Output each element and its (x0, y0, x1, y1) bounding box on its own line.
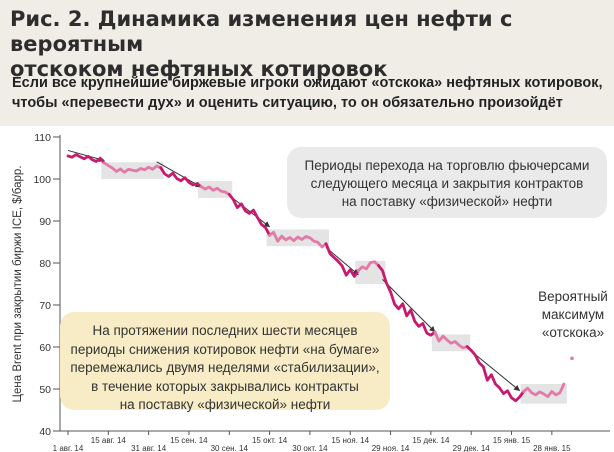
x-tick-label-7: 15 ноя. 14 (331, 436, 369, 445)
trend-arrow-2 (228, 194, 271, 228)
y-tick-label-110: 110 (34, 132, 51, 144)
price-line-segment-9 (433, 330, 469, 350)
transition-periods-note: Периоды перехода на торговлю фьючерсами … (287, 147, 607, 218)
price-line-segment-1 (102, 161, 163, 174)
rebound-note-line-1: Вероятный (538, 289, 608, 304)
y-axis-title: Цена Brent при закрытии биржи ICE, $/бар… (12, 165, 24, 402)
chart-subtitle: Если все крупнейшие биржевые игроки ожид… (12, 73, 608, 113)
x-tick-label-1: 15 авг. 14 (91, 436, 127, 445)
x-tick-label-9: 15 дек. 14 (412, 436, 450, 445)
chart-subtitle-line-2: чтобы «перевести дух» и оценить ситуацию… (12, 95, 563, 111)
price-line-segment-0 (66, 153, 106, 165)
chart-subtitle-line-1: Если все крупнейшие биржевые игроки ожид… (12, 75, 603, 91)
transition-note-line-2: следующего месяца и закрытия контрактов (310, 176, 584, 191)
y-tick-label-90: 90 (39, 216, 51, 228)
price-line-segment-10 (465, 345, 525, 403)
rebound-note: Вероятный максимум «отскока» (532, 288, 614, 342)
x-tick-label-4: 30 сен. 14 (211, 444, 249, 452)
y-tick-label-40: 40 (39, 426, 51, 438)
price-line-segment-8 (377, 264, 437, 337)
chart-title-line-1: Рис. 2. Динамика изменения цен нефти с в… (10, 7, 513, 56)
decline-periods-note: На протяжении последних шести месяцев пе… (60, 312, 390, 412)
x-tick-label-8: 29 ноя. 14 (372, 444, 410, 452)
price-line-segment-4 (227, 193, 272, 237)
x-tick-label-11: 15 янв. 15 (493, 436, 531, 445)
y-tick-label-60: 60 (39, 342, 51, 354)
trend-arrow-4 (382, 279, 436, 333)
chart-title-line-2: отскоком нефтяных котировок (10, 57, 388, 81)
transition-note-line-1: Периоды перехода на торговлю фьючерсами (304, 158, 590, 173)
y-tick-label-70: 70 (39, 300, 51, 312)
trend-arrow-1 (156, 161, 202, 188)
rebound-note-line-2: максимум (541, 307, 605, 322)
price-line-segment-11 (522, 382, 566, 399)
decline-note-line-5: на поставку «физической» нефти (119, 397, 331, 412)
price-chart: 40 50 60 70 80 90 100 110 Цена Brent при закрыти… (12, 132, 610, 452)
decline-note-line-2: периоды снижения котировок нефти «на бум… (70, 341, 380, 357)
y-tick-label-80: 80 (39, 258, 51, 270)
y-tick-label-50: 50 (39, 384, 51, 396)
x-tick-label-5: 15 окт. 14 (252, 436, 288, 445)
decline-note-line-1: На протяжении последних шести месяцев (92, 323, 358, 338)
decline-note-line-3: перемежались двумя неделями «стабилизаци… (70, 360, 380, 375)
x-tick-label-10: 29 дек. 14 (453, 444, 491, 452)
rebound-note-line-3: «отскока» (541, 325, 605, 340)
x-tick-label-3: 15 сен. 14 (170, 436, 208, 445)
price-line-segment-3 (199, 185, 231, 196)
price-line-segment-2 (159, 166, 203, 188)
y-tick-label-100: 100 (33, 174, 51, 186)
price-line-segment-7 (356, 260, 380, 273)
price-line-segment-6 (324, 242, 360, 278)
x-tick-label-2: 31 авг. 14 (131, 444, 167, 452)
x-tick-label-12: 28 янв. 15 (533, 444, 571, 452)
price-line-segment-5 (268, 230, 328, 249)
trend-arrow-3 (325, 247, 359, 276)
transition-note-line-3: на поставку «физической» нефти (341, 194, 553, 209)
price-point-last (570, 356, 574, 361)
x-tick-label-0: 1 авг. 14 (53, 444, 84, 452)
x-tick-label-6: 30 окт. 14 (292, 444, 328, 452)
chart-title: Рис. 2. Динамика изменения цен нефти с в… (10, 7, 606, 82)
decline-note-line-4: в течение которых закрывались контракты (91, 378, 359, 394)
